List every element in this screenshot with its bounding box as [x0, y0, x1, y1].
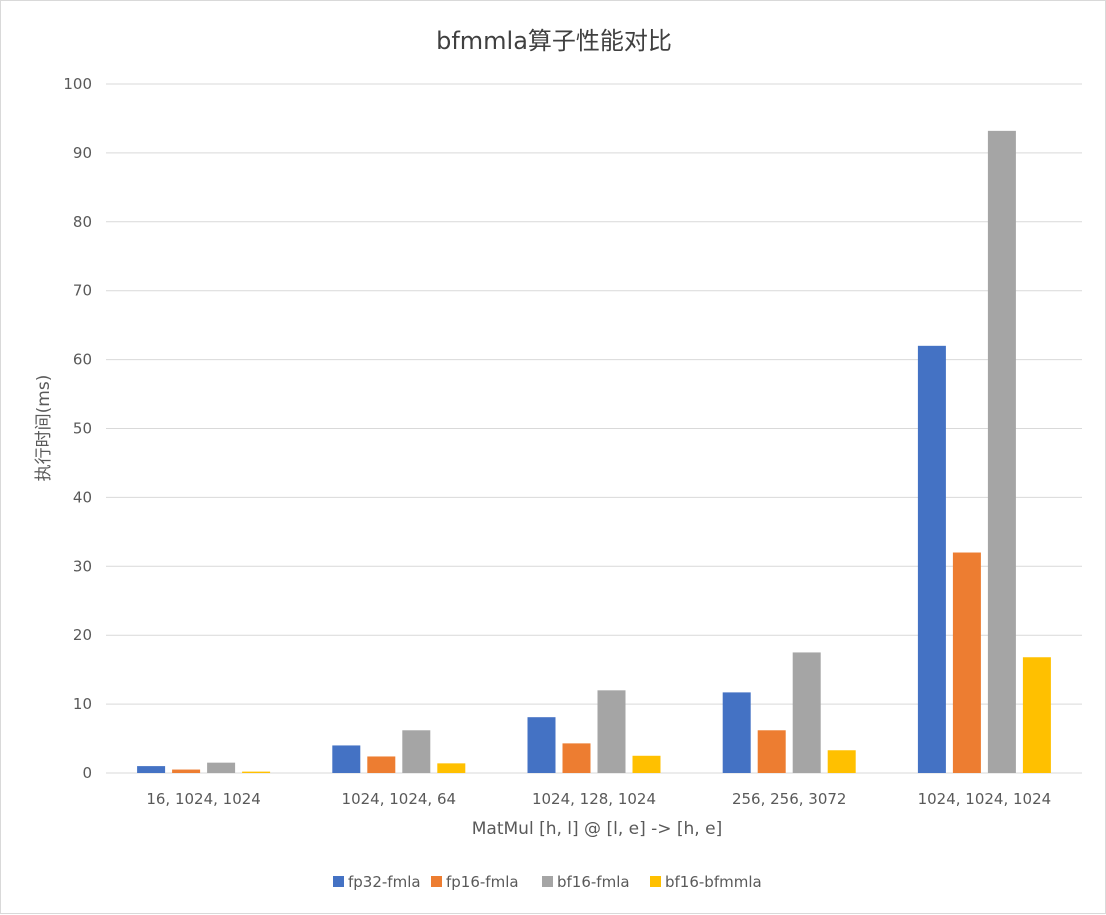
- bar-bf16-bfmmla: [827, 750, 856, 773]
- chart-title: bfmmla算子性能对比: [436, 27, 672, 55]
- y-tick-label: 20: [73, 626, 92, 644]
- bar-fp16-fmla: [367, 756, 396, 773]
- bar-fp16-fmla: [172, 769, 201, 773]
- bar-fp32-fmla: [137, 766, 166, 773]
- y-tick-label: 100: [63, 75, 92, 93]
- y-tick-label: 30: [73, 557, 92, 575]
- y-tick-label: 0: [82, 764, 92, 782]
- x-tick-label: 256, 256, 3072: [732, 790, 847, 808]
- bar-bf16-fmla: [207, 762, 236, 773]
- bar-fp32-fmla: [527, 717, 556, 773]
- bar-fp32-fmla: [722, 692, 751, 773]
- bar-fp16-fmla: [952, 552, 981, 773]
- y-tick-label: 60: [73, 351, 92, 369]
- legend-label: fp32-fmla: [348, 873, 421, 891]
- legend-label: bf16-fmla: [557, 873, 630, 891]
- y-tick-label: 50: [73, 420, 92, 438]
- bar-fp16-fmla: [562, 743, 591, 773]
- legend-swatch: [333, 876, 344, 887]
- bar-bf16-fmla: [402, 730, 431, 773]
- bar-bf16-bfmmla: [632, 755, 661, 773]
- bar-fp32-fmla: [917, 345, 946, 773]
- y-axis-title: 执行时间(ms): [34, 375, 54, 482]
- gridlines: [106, 83, 1082, 774]
- legend-swatch: [542, 876, 553, 887]
- legend: fp32-fmla fp16-fmla bf16-fmla bf16-bfmmla: [333, 873, 762, 891]
- legend-swatch: [431, 876, 442, 887]
- y-tick-label: 10: [73, 695, 92, 713]
- bar-bf16-bfmmla: [1022, 657, 1051, 773]
- x-tick-label: 1024, 1024, 1024: [918, 790, 1052, 808]
- legend-label: fp16-fmla: [446, 873, 519, 891]
- y-tick-label: 40: [73, 488, 92, 506]
- bar-bf16-fmla: [987, 130, 1016, 774]
- bars: [137, 130, 1051, 774]
- y-tick-label: 90: [73, 144, 92, 162]
- bar-fp32-fmla: [332, 745, 361, 773]
- x-tick-label: 1024, 1024, 64: [342, 790, 457, 808]
- bar-fp16-fmla: [757, 730, 786, 773]
- bar-bf16-fmla: [792, 652, 821, 773]
- bar-bf16-bfmmla: [437, 763, 466, 773]
- bar-bf16-bfmmla: [242, 771, 271, 773]
- y-tick-label: 80: [73, 213, 92, 231]
- x-axis-ticks: 16, 1024, 1024 1024, 1024, 64 1024, 128, 1…: [146, 790, 1051, 808]
- bar-bf16-fmla: [597, 690, 626, 773]
- x-tick-label: 1024, 128, 1024: [532, 790, 656, 808]
- x-tick-label: 16, 1024, 1024: [146, 790, 261, 808]
- legend-label: bf16-bfmmla: [665, 873, 762, 891]
- y-tick-label: 70: [73, 282, 92, 300]
- y-axis-ticks: 0 10 20 30 40 50 60 70 80 90 100: [63, 75, 92, 782]
- x-axis-title: MatMul [h, l] @ [l, e] -> [h, e]: [472, 819, 722, 839]
- legend-swatch: [650, 876, 661, 887]
